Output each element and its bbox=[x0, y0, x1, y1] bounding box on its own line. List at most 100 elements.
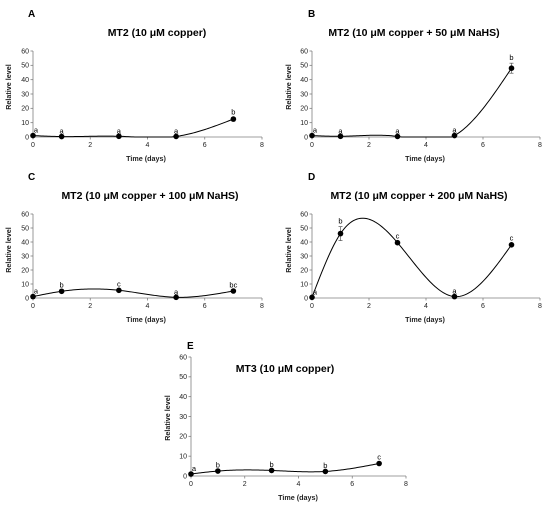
significance-label: a bbox=[34, 126, 39, 135]
y-tick-label: 60 bbox=[300, 211, 308, 218]
x-tick-label: 2 bbox=[88, 142, 92, 149]
significance-label: b bbox=[60, 281, 64, 290]
y-axis-label: Relative level bbox=[284, 227, 293, 273]
significance-label: c bbox=[377, 453, 381, 462]
data-point bbox=[337, 230, 344, 237]
x-tick-label: 2 bbox=[88, 303, 92, 310]
data-point bbox=[188, 471, 194, 477]
x-tick-label: 4 bbox=[146, 142, 150, 149]
y-tick-label: 0 bbox=[304, 134, 308, 141]
y-tick-label: 50 bbox=[300, 225, 308, 232]
chart-title: MT3 (10 μM copper) bbox=[236, 363, 335, 375]
chart-title: MT2 (10 μM copper + 100 μM NaHS) bbox=[61, 190, 238, 202]
data-point bbox=[173, 294, 179, 301]
data-point bbox=[322, 468, 329, 475]
significance-label: b bbox=[270, 460, 274, 469]
x-axis-label: Time (days) bbox=[278, 493, 318, 502]
y-tick-label: 40 bbox=[300, 239, 308, 246]
x-tick-label: 0 bbox=[310, 142, 314, 149]
y-tick-label: 0 bbox=[25, 134, 29, 141]
chart-title: MT2 (10 μM copper + 50 μM NaHS) bbox=[328, 27, 499, 39]
y-tick-label: 0 bbox=[25, 295, 29, 302]
significance-label: c bbox=[396, 231, 400, 240]
data-point bbox=[230, 288, 237, 294]
y-tick-label: 10 bbox=[300, 281, 308, 288]
data-point bbox=[116, 133, 122, 140]
x-axis-label: Time (days) bbox=[126, 315, 166, 324]
y-tick-label: 30 bbox=[21, 253, 29, 260]
plot-area: 0 10 20 30 40 50 60 0 2 4 6 8 a b c a c bbox=[300, 211, 542, 310]
x-tick-label: 0 bbox=[310, 303, 314, 310]
y-tick-label: 50 bbox=[21, 225, 29, 232]
y-tick-label: 60 bbox=[21, 48, 29, 55]
x-tick-label: 0 bbox=[31, 142, 35, 149]
y-tick-label: 20 bbox=[21, 106, 29, 113]
significance-label: bc bbox=[229, 280, 237, 289]
significance-label: a bbox=[174, 287, 179, 296]
series-line bbox=[32, 288, 234, 298]
x-axis-label: Time (days) bbox=[405, 154, 445, 163]
series-line bbox=[190, 463, 380, 475]
x-tick-label: 8 bbox=[260, 142, 264, 149]
data-point bbox=[309, 132, 315, 139]
significance-label: b bbox=[323, 461, 327, 470]
y-tick-label: 10 bbox=[300, 120, 308, 127]
significance-label: a bbox=[34, 287, 39, 296]
x-tick-label: 0 bbox=[189, 481, 193, 488]
data-point bbox=[394, 133, 401, 140]
x-axis-label: Time (days) bbox=[405, 315, 445, 324]
x-tick-label: 6 bbox=[203, 142, 207, 149]
y-tick-label: 50 bbox=[21, 63, 29, 70]
significance-label: b bbox=[231, 108, 235, 117]
x-tick-label: 6 bbox=[481, 303, 485, 310]
plot-area: 0 10 20 30 40 50 60 0 2 4 6 8 a a a a b bbox=[21, 48, 264, 149]
data-point bbox=[30, 132, 36, 139]
significance-label: a bbox=[395, 126, 400, 135]
y-tick-label: 10 bbox=[21, 281, 29, 288]
significance-label: a bbox=[174, 126, 179, 135]
data-point bbox=[508, 65, 515, 71]
y-tick-label: 60 bbox=[21, 211, 29, 218]
y-tick-label: 60 bbox=[179, 354, 187, 361]
y-axis-label: Relative level bbox=[284, 64, 293, 110]
data-point bbox=[116, 287, 122, 294]
significance-label: c bbox=[510, 233, 514, 242]
y-tick-label: 40 bbox=[179, 394, 187, 401]
series-line bbox=[311, 67, 512, 138]
data-point bbox=[30, 293, 36, 300]
data-point bbox=[337, 133, 344, 140]
series-line bbox=[32, 118, 234, 138]
y-tick-label: 40 bbox=[21, 77, 29, 84]
y-tick-label: 20 bbox=[300, 267, 308, 274]
y-tick-label: 30 bbox=[300, 253, 308, 260]
panel-letter: E bbox=[187, 341, 194, 352]
panel-letter: D bbox=[308, 172, 315, 183]
data-point bbox=[394, 239, 401, 246]
panel-letter: A bbox=[28, 9, 35, 20]
x-tick-label: 2 bbox=[243, 481, 247, 488]
x-tick-label: 8 bbox=[260, 303, 264, 310]
y-tick-label: 30 bbox=[300, 91, 308, 98]
data-point bbox=[173, 133, 179, 140]
series-line bbox=[311, 217, 512, 298]
x-tick-label: 8 bbox=[538, 303, 542, 310]
panel-letter: B bbox=[308, 9, 315, 20]
x-tick-label: 6 bbox=[203, 303, 207, 310]
x-tick-label: 4 bbox=[424, 142, 428, 149]
data-point bbox=[268, 467, 275, 474]
y-tick-label: 30 bbox=[179, 414, 187, 421]
x-tick-label: 2 bbox=[367, 303, 371, 310]
significance-label: a bbox=[60, 127, 65, 136]
significance-label: a bbox=[117, 126, 122, 135]
x-tick-label: 4 bbox=[424, 303, 428, 310]
x-tick-label: 4 bbox=[297, 481, 301, 488]
significance-label: a bbox=[452, 126, 457, 135]
y-tick-label: 20 bbox=[21, 267, 29, 274]
panel-e: E MT3 (10 μM copper) Time (days) Relativ… bbox=[163, 341, 408, 502]
y-tick-label: 20 bbox=[300, 106, 308, 113]
panel-a: A MT2 (10 μM copper) Time (days) Relativ… bbox=[4, 9, 264, 163]
x-tick-label: 6 bbox=[350, 481, 354, 488]
y-tick-label: 30 bbox=[21, 91, 29, 98]
